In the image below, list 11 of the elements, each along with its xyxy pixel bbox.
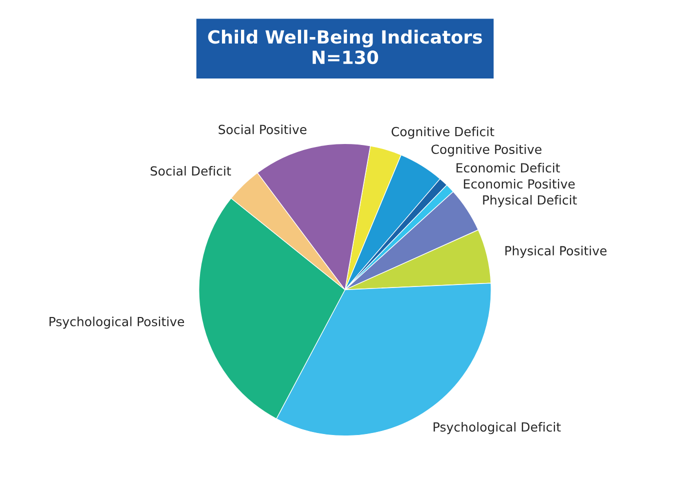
slice-label: Cognitive Deficit	[392, 126, 494, 139]
slice-label: Physical Deficit	[483, 195, 577, 208]
slice-label: Social Deficit	[150, 166, 232, 176]
chart-title: Child Well-Being Indicators N=130	[208, 30, 482, 64]
slice-label: Economic Deficit	[456, 162, 560, 173]
slice-label: Psychological Deficit	[434, 422, 561, 434]
slice-label: Psychological Positive	[50, 316, 184, 329]
slice-label: Economic Positive	[464, 178, 575, 189]
slice-label: Social Positive	[218, 124, 306, 134]
slice-label: Physical Positive	[505, 246, 607, 258]
slice-label: Cognitive Positive	[431, 144, 542, 156]
